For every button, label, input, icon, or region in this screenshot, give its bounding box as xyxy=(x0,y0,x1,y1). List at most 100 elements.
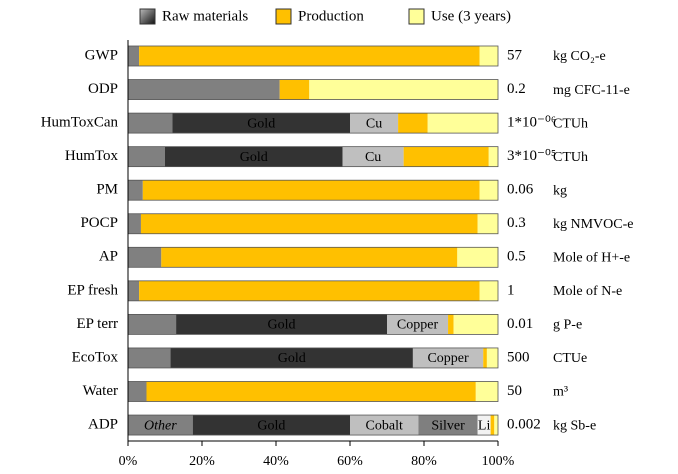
bar-segment xyxy=(398,113,428,134)
total-label: 0.002 xyxy=(507,416,541,432)
segment-label: Copper xyxy=(397,318,439,333)
bar-segment xyxy=(448,314,454,335)
segment-label: Gold xyxy=(247,116,275,131)
bar-segment xyxy=(128,247,162,268)
bar-segment xyxy=(350,113,399,134)
bar-segment xyxy=(128,113,173,134)
bar-segment xyxy=(128,180,143,201)
total-label: 0.2 xyxy=(507,81,526,97)
bar-segment xyxy=(475,381,498,402)
bar-segment xyxy=(128,46,140,66)
bar-segment xyxy=(192,415,350,436)
bar-segment xyxy=(176,314,387,335)
bar-segment xyxy=(387,314,449,335)
row-label: Water xyxy=(83,383,118,399)
unit-label: mg CFC-11-e xyxy=(553,83,630,98)
bar-segment xyxy=(479,46,498,66)
bar-segment xyxy=(477,213,498,234)
bar-segment xyxy=(490,415,495,436)
total-label: 0.06 xyxy=(507,182,534,198)
unit-label: kg CO₂-e xyxy=(553,49,606,64)
total-label: 0.01 xyxy=(507,316,533,332)
x-tick-label: 100% xyxy=(482,454,515,469)
segment-label: Gold xyxy=(240,150,268,165)
row-label: HumToxCan xyxy=(41,115,119,131)
bar-segment xyxy=(161,247,458,268)
bar-segment xyxy=(279,79,310,100)
bar-segment xyxy=(172,113,350,134)
unit-label: m³ xyxy=(553,385,568,400)
total-label: 500 xyxy=(507,349,530,365)
unit-label: kg NMVOC-e xyxy=(553,217,634,232)
bar-segment xyxy=(427,113,498,134)
legend-label: Production xyxy=(298,8,364,24)
row-label: EcoTox xyxy=(72,349,119,365)
total-label: 1 xyxy=(507,282,515,298)
row-label: ODP xyxy=(88,81,118,97)
row-label: EP fresh xyxy=(67,282,118,298)
segment-label: Other xyxy=(144,418,177,433)
bar-segment xyxy=(142,180,480,201)
bar-segment xyxy=(457,247,498,268)
bar-segment xyxy=(165,146,343,167)
segment-label: Copper xyxy=(427,351,469,366)
bar-segment xyxy=(412,347,484,368)
unit-label: kg xyxy=(553,183,567,198)
bar-segment xyxy=(139,46,480,66)
bar-segment xyxy=(140,213,478,234)
segment-label: Gold xyxy=(268,318,296,333)
bar-segment xyxy=(128,79,280,100)
bar-segment xyxy=(128,213,141,234)
bar-segment xyxy=(309,79,498,100)
total-label: 50 xyxy=(507,383,522,399)
row-label: PM xyxy=(96,182,118,198)
row-label: GWP xyxy=(85,47,118,63)
unit-label: Mole of N-e xyxy=(553,284,622,299)
bar-segment xyxy=(128,415,193,436)
total-label: 0.5 xyxy=(507,249,526,265)
bar-segment xyxy=(477,415,491,436)
legend-swatch xyxy=(139,8,156,25)
bar-segment xyxy=(128,347,171,368)
total-label: 57 xyxy=(507,47,523,63)
bar-segment xyxy=(418,415,478,436)
bar-segment xyxy=(403,146,489,167)
bar-segment xyxy=(128,280,140,301)
unit-label: Mole of H+-e xyxy=(553,251,630,266)
bar-segment xyxy=(170,347,413,368)
bar-segment xyxy=(488,146,498,167)
legend-label: Raw materials xyxy=(162,8,248,24)
row-label: EP terr xyxy=(76,316,118,332)
segment-label: Cu xyxy=(365,150,381,165)
x-tick-label: 0% xyxy=(119,454,138,469)
x-tick-label: 40% xyxy=(263,454,289,469)
segment-label: Gold xyxy=(257,418,285,433)
bar-segment xyxy=(146,381,476,402)
unit-label: CTUh xyxy=(553,150,588,165)
bar-segment xyxy=(350,415,419,436)
bar-segment xyxy=(479,280,498,301)
legend-swatch xyxy=(408,8,425,25)
bar-segment xyxy=(483,347,487,368)
total-label: 3*10⁻⁰⁵ xyxy=(507,148,556,164)
legend-label: Use (3 years) xyxy=(431,8,511,24)
bar-segment xyxy=(128,381,147,402)
bar-segment xyxy=(139,280,480,301)
segment-label: Cu xyxy=(366,116,382,131)
segment-label: Li xyxy=(478,418,491,433)
unit-label: CTUe xyxy=(553,351,587,366)
bar-segment xyxy=(342,146,404,167)
bar-segment xyxy=(128,146,165,167)
x-tick-label: 20% xyxy=(189,454,215,469)
bar-segment xyxy=(479,180,498,201)
unit-label: g P-e xyxy=(553,318,582,333)
bar-segment xyxy=(494,415,498,436)
unit-label: CTUh xyxy=(553,116,588,131)
row-label: ADP xyxy=(88,416,118,432)
row-label: HumTox xyxy=(65,148,119,164)
unit-label: kg Sb-e xyxy=(553,418,596,433)
bar-segment xyxy=(486,347,498,368)
total-label: 1*10⁻⁰⁶ xyxy=(507,115,556,131)
bar-segment xyxy=(128,314,177,335)
